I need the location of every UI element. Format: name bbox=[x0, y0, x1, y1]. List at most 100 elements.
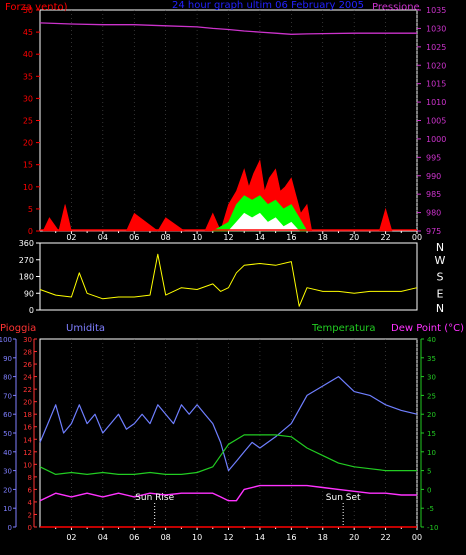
wind-x-tick-label: 14 bbox=[255, 233, 265, 242]
humidity-x-tick-label: 00 bbox=[412, 533, 422, 542]
wind-direction-series bbox=[39, 253, 418, 307]
wind-tick-label: 5 bbox=[28, 205, 33, 214]
humidity-x-tick-label: 18 bbox=[318, 533, 328, 542]
humidity-temp-series bbox=[39, 376, 418, 528]
rain-tick-label: 4 bbox=[28, 499, 33, 507]
rain-tick-label: 22 bbox=[23, 386, 32, 394]
temperature-tick-label: 25 bbox=[427, 392, 436, 400]
rain-tick-label: 20 bbox=[23, 399, 32, 407]
humidity-tick-label: 70 bbox=[3, 392, 12, 400]
humidity-axis-title: Umidita bbox=[66, 323, 105, 334]
wind-tick-label: 25 bbox=[23, 117, 33, 126]
wind-tick-label: 40 bbox=[23, 50, 33, 59]
rain-tick-label: 14 bbox=[23, 436, 32, 444]
temperature-tick-label: 0 bbox=[427, 486, 431, 494]
rain-tick-label: 0 bbox=[28, 524, 32, 532]
temperature-tick-label: -10 bbox=[427, 524, 438, 532]
wind-direction-line bbox=[39, 253, 418, 307]
humidity-tick-label: 20 bbox=[3, 486, 12, 494]
pressure-tick-label: 1030 bbox=[426, 24, 446, 33]
humidity-line bbox=[39, 376, 418, 472]
rain-tick-label: 30 bbox=[23, 336, 32, 344]
rain-tick-label: 16 bbox=[23, 424, 32, 432]
humidity-x-tick-label: 22 bbox=[380, 533, 390, 542]
rain-tick-label: 24 bbox=[23, 374, 32, 382]
direction-tick-label: 270 bbox=[19, 256, 34, 265]
wind-x-tick-label: 10 bbox=[192, 233, 202, 242]
wind-x-tick-label: 12 bbox=[223, 233, 233, 242]
humidity-x-tick-label: 20 bbox=[349, 533, 359, 542]
temperature-tick-label: 15 bbox=[427, 430, 436, 438]
pressure-tick-label: 975 bbox=[426, 227, 441, 236]
humidity-tick-label: 30 bbox=[3, 468, 12, 476]
pressure-tick-label: 1010 bbox=[426, 98, 446, 107]
wind-tick-label: 20 bbox=[23, 139, 33, 148]
wind-tick-label: 35 bbox=[23, 72, 33, 81]
wind-x-tick-label: 22 bbox=[380, 233, 390, 242]
humidity-tick-label: 100 bbox=[0, 336, 12, 344]
temperature-line bbox=[39, 434, 417, 475]
wind-x-tick-label: 20 bbox=[349, 233, 359, 242]
direction-tick-label: 180 bbox=[19, 273, 34, 282]
temperature-tick-label: 20 bbox=[427, 411, 436, 419]
humidity-tick-label: 0 bbox=[8, 524, 12, 532]
sunset-label: Sun Set bbox=[326, 493, 361, 503]
humidity-tick-label: 50 bbox=[3, 430, 12, 438]
pressure-tick-label: 1000 bbox=[426, 135, 446, 144]
sunrise-label: Sun Rise bbox=[135, 493, 174, 503]
wind-x-tick-label: 16 bbox=[286, 233, 296, 242]
wind-x-tick-label: 00 bbox=[412, 233, 422, 242]
chart-title: 24 hour graph ultim 06 February 2005 bbox=[172, 0, 364, 11]
humidity-tick-label: 90 bbox=[3, 355, 12, 363]
humidity-x-tick-label: 06 bbox=[129, 533, 139, 542]
pressure-tick-label: 1020 bbox=[426, 61, 446, 70]
humidity-tick-label: 80 bbox=[3, 374, 12, 382]
temperature-tick-label: 10 bbox=[427, 449, 436, 457]
humidity-x-tick-label: 08 bbox=[161, 533, 171, 542]
pressure-tick-label: 980 bbox=[426, 209, 441, 218]
wind-min-area bbox=[227, 212, 300, 232]
humidity-temp-axes: 0102030405060708090100024681012141618202… bbox=[0, 336, 438, 542]
rain-tick-label: 2 bbox=[28, 511, 32, 519]
direction-tick-label: 360 bbox=[19, 239, 34, 248]
humidity-x-tick-label: 04 bbox=[98, 533, 108, 542]
humidity-tick-label: 10 bbox=[3, 505, 12, 513]
wind-x-tick-label: 02 bbox=[66, 233, 76, 242]
compass-label: E bbox=[437, 287, 444, 300]
temperature-tick-label: -5 bbox=[427, 505, 434, 513]
direction-tick-label: 0 bbox=[29, 306, 34, 315]
pressure-tick-label: 1025 bbox=[426, 43, 446, 52]
wind-axis-title: Forza vento) bbox=[5, 2, 68, 13]
pressure-tick-label: 1015 bbox=[426, 80, 446, 89]
rain-tick-label: 26 bbox=[23, 361, 32, 369]
temperature-tick-label: 30 bbox=[427, 374, 436, 382]
rain-tick-label: 12 bbox=[23, 449, 32, 457]
wind-x-tick-label: 04 bbox=[98, 233, 108, 242]
wind-tick-label: 50 bbox=[23, 6, 33, 15]
compass-label: S bbox=[437, 271, 444, 284]
compass-label: W bbox=[435, 254, 446, 267]
temperature-tick-label: 40 bbox=[427, 336, 436, 344]
temperature-tick-label: 5 bbox=[427, 468, 431, 476]
humidity-x-tick-label: 14 bbox=[255, 533, 265, 542]
rain-tick-label: 8 bbox=[28, 474, 32, 482]
humidity-x-tick-label: 10 bbox=[192, 533, 202, 542]
pressure-axis-title: Pressione bbox=[372, 2, 420, 13]
wind-pressure-series bbox=[39, 22, 417, 232]
dewpoint-axis-title: Dew Point (°C) bbox=[391, 323, 464, 334]
wind-tick-label: 45 bbox=[23, 28, 33, 37]
wind-pressure-axes: 0510152025303540455097598098599099510001… bbox=[23, 6, 447, 242]
wind-tick-label: 30 bbox=[23, 94, 33, 103]
wind-tick-label: 0 bbox=[28, 227, 33, 236]
pressure-tick-label: 1035 bbox=[426, 6, 446, 15]
wind-x-tick-label: 08 bbox=[161, 233, 171, 242]
rain-tick-label: 28 bbox=[23, 349, 32, 357]
wind-tick-label: 15 bbox=[23, 161, 33, 170]
rain-tick-label: 18 bbox=[23, 411, 32, 419]
pressure-line bbox=[39, 22, 417, 35]
humidity-x-tick-label: 16 bbox=[286, 533, 296, 542]
rain-axis-title: Pioggia bbox=[0, 323, 36, 334]
